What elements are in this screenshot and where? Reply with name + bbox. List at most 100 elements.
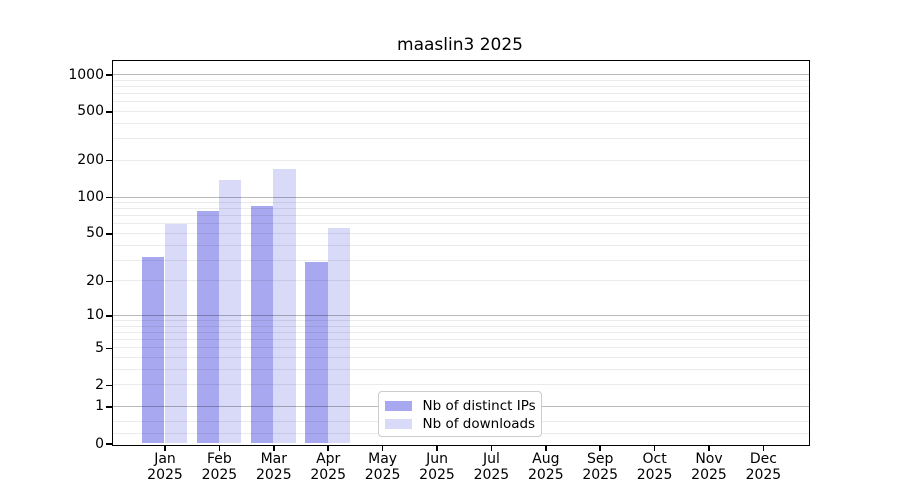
y-tick-label: 50 — [86, 225, 104, 242]
gridline-minor — [112, 159, 809, 161]
legend-swatch-downloads-icon — [384, 418, 412, 430]
x-tick-year: 2025 — [310, 466, 346, 483]
y-tick-label: 0 — [95, 435, 104, 452]
x-tick-month: Apr — [316, 451, 341, 467]
gridline-minor — [112, 368, 809, 370]
x-tick — [436, 445, 438, 451]
y-tick — [106, 111, 112, 113]
x-tick-year: 2025 — [255, 466, 292, 483]
x-tick-month: Dec — [749, 451, 777, 467]
x-tick-year: 2025 — [419, 466, 455, 483]
legend-label-distinct-ips: Nb of distinct IPs — [422, 398, 536, 414]
x-tick — [218, 445, 221, 451]
x-tick-label: Jul 2025 — [451, 451, 531, 483]
x-tick-label: Apr 2025 — [288, 451, 368, 483]
plot-area: Nb of distinct IPs Nb of downloads — [111, 59, 810, 446]
gridline-minor — [112, 215, 809, 217]
gridline-major — [112, 314, 809, 316]
x-tick-month: Aug — [532, 451, 560, 467]
x-tick-month: Mar — [260, 451, 287, 467]
gridline-minor — [112, 223, 809, 225]
x-tick — [762, 445, 765, 451]
gridline-minor — [112, 122, 809, 124]
x-tick — [708, 445, 710, 451]
gridline-minor — [112, 280, 809, 282]
chart-title: maaslin3 2025 — [397, 35, 523, 55]
x-tick-month: Nov — [695, 451, 723, 467]
gridline-minor — [112, 110, 809, 112]
x-tick — [599, 445, 601, 451]
x-tick-label: Dec 2025 — [723, 451, 803, 483]
x-tick-month: Jan — [154, 451, 176, 467]
y-tick-label: 100 — [77, 189, 104, 205]
y-tick — [106, 280, 112, 283]
legend-swatch-distinct-ips-icon — [384, 400, 412, 412]
bars-layer — [113, 61, 810, 445]
gridline-minor — [112, 138, 809, 140]
y-tick-label: 10 — [86, 307, 104, 324]
gridline-minor — [112, 202, 809, 204]
x-tick — [653, 445, 656, 451]
bar-downloads — [164, 223, 187, 444]
bar-downloads — [327, 227, 351, 444]
x-tick-year: 2025 — [527, 466, 564, 483]
x-tick-year: 2025 — [364, 466, 401, 483]
x-tick-year: 2025 — [691, 466, 727, 483]
gridline-minor — [112, 320, 809, 322]
x-tick-label: Jan 2025 — [125, 451, 205, 483]
y-tick — [106, 443, 112, 445]
x-tick-year: 2025 — [745, 466, 782, 483]
x-tick-label: Sep 2025 — [560, 451, 640, 483]
legend: Nb of distinct IPs Nb of downloads — [377, 390, 542, 437]
x-tick-month: Oct — [642, 451, 667, 467]
x-tick-year: 2025 — [147, 466, 183, 483]
x-tick-month: May — [368, 451, 398, 467]
y-tick-label: 2 — [95, 376, 104, 393]
x-tick-label: Jun 2025 — [397, 451, 477, 483]
legend-item-distinct-ips: Nb of distinct IPs — [384, 397, 541, 415]
bar-distinct-ips — [250, 206, 274, 444]
x-tick — [164, 445, 166, 451]
gridline-minor — [112, 244, 809, 246]
x-tick-month: Feb — [206, 451, 232, 467]
gridline-minor — [112, 208, 809, 210]
y-tick-label: 200 — [77, 152, 104, 169]
gridline-minor — [112, 339, 809, 341]
y-tick — [106, 315, 112, 317]
y-tick — [106, 384, 112, 387]
y-tick — [106, 347, 112, 350]
gridline-minor — [112, 259, 809, 261]
x-tick — [545, 445, 547, 451]
x-tick-year: 2025 — [582, 466, 618, 483]
y-tick — [106, 74, 112, 76]
y-tick — [106, 159, 112, 162]
y-tick-label: 1 — [95, 398, 104, 415]
gridline-minor — [112, 85, 809, 87]
bar-distinct-ips — [142, 256, 165, 444]
gridline-major — [112, 196, 809, 198]
x-tick-label: Nov 2025 — [669, 451, 749, 483]
gridline-minor — [112, 79, 809, 81]
x-tick-month: Jun — [426, 451, 448, 467]
x-tick-label: Oct 2025 — [615, 451, 695, 483]
x-tick — [327, 445, 329, 451]
x-tick — [490, 445, 493, 451]
gridline-minor — [112, 232, 809, 234]
x-tick-month: Jul — [482, 451, 500, 467]
grid-layer — [112, 61, 809, 445]
x-tick-label: Feb 2025 — [179, 451, 259, 483]
y-tick — [106, 406, 112, 408]
gridline-minor — [112, 347, 809, 349]
gridline-minor — [112, 101, 809, 103]
y-tick-label: 5 — [95, 339, 104, 356]
bar-distinct-ips — [196, 210, 219, 444]
x-tick-label: Aug 2025 — [506, 451, 586, 483]
y-tick — [106, 233, 112, 235]
bar-downloads — [218, 180, 242, 444]
gridline-minor — [112, 357, 809, 359]
y-tick — [106, 196, 112, 199]
x-tick — [273, 445, 275, 451]
x-tick-label: Mar 2025 — [234, 451, 314, 483]
x-tick-month: Sep — [586, 451, 614, 467]
gridline-minor — [112, 331, 809, 333]
